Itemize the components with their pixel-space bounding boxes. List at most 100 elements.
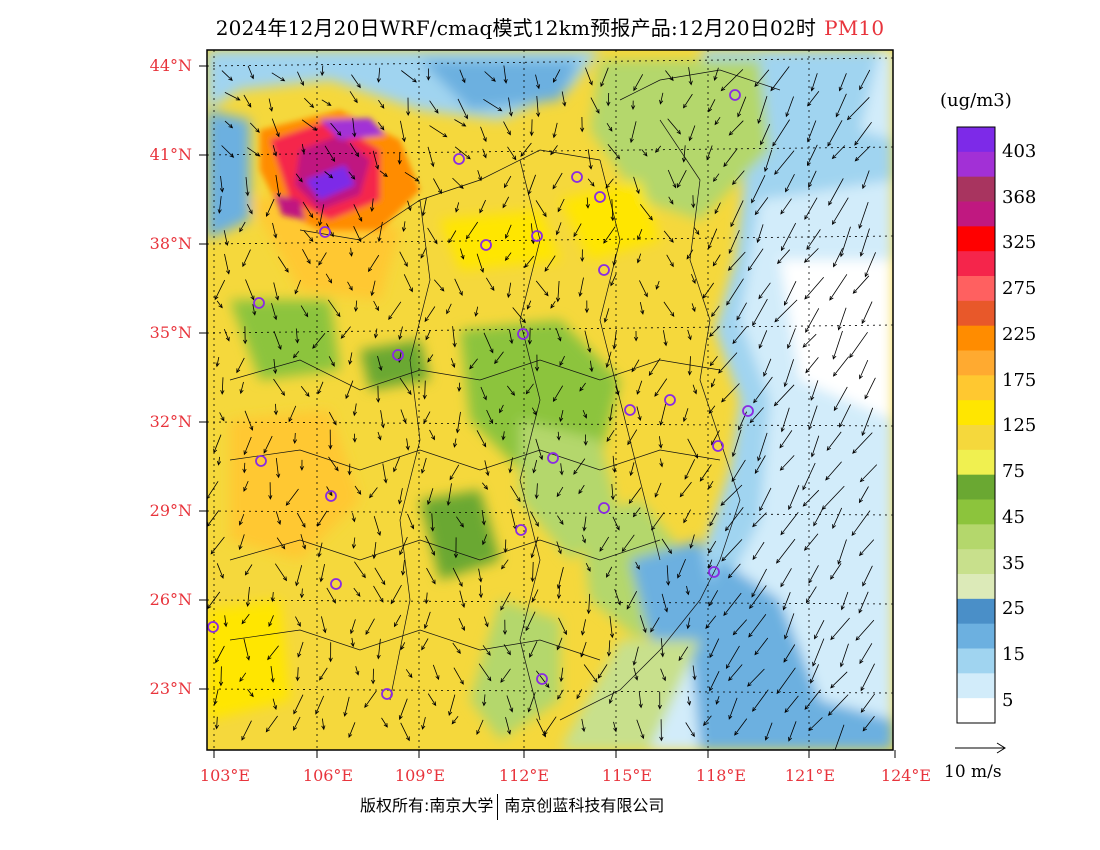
wind-arrow <box>476 253 484 273</box>
wind-arrow <box>785 96 794 118</box>
wind-arrow <box>527 174 536 196</box>
wind-arrow <box>633 74 644 92</box>
wind-arrow <box>780 198 792 215</box>
wind-arrow <box>753 376 773 404</box>
wind-arrow <box>558 617 567 636</box>
wind-arrow <box>525 611 536 632</box>
wind-arrow <box>247 65 254 80</box>
wind-arrow <box>559 355 565 367</box>
legend-swatch <box>957 300 995 327</box>
lon-label: 115°E <box>601 766 653 785</box>
wind-arrow <box>774 299 798 323</box>
wind-arrow <box>398 698 408 721</box>
wind-arrow <box>807 144 818 167</box>
wind-arrow <box>641 149 648 157</box>
wind-arrow <box>377 431 382 441</box>
city-marker <box>594 191 606 203</box>
wind-arrow <box>597 664 608 679</box>
wind-arrow <box>302 249 311 265</box>
wind-arrow <box>692 384 697 395</box>
wind-arrow <box>273 331 282 351</box>
wind-arrow <box>263 435 273 454</box>
wind-arrow <box>484 460 490 477</box>
wind-arrow <box>780 512 799 536</box>
wind-arrow <box>660 668 666 682</box>
wind-arrow <box>708 559 713 569</box>
wind-arrow <box>355 666 360 676</box>
wind-arrow <box>849 331 868 359</box>
wind-arrow <box>833 386 848 412</box>
wind-arrow <box>429 429 435 441</box>
wind-arrow <box>353 300 359 313</box>
wind-arrow <box>219 412 225 422</box>
wind-arrow <box>268 482 273 500</box>
wind-arrow <box>377 122 385 131</box>
wind-arrow <box>721 383 740 403</box>
latitude-line <box>207 421 893 427</box>
wind-arrow <box>388 301 402 321</box>
wind-arrow <box>304 97 315 109</box>
wind-arrow <box>273 378 286 396</box>
wind-arrow <box>651 512 665 531</box>
wind-arrow <box>706 145 713 161</box>
wind-arrow <box>500 668 511 683</box>
wind-arrow <box>371 668 376 685</box>
wind-arrow <box>784 613 795 640</box>
wind-arrow <box>580 249 585 263</box>
wind-arrow <box>837 539 847 565</box>
wind-arrow <box>245 177 250 197</box>
lat-label: 44°N <box>149 56 192 75</box>
wind-arrow <box>556 541 562 555</box>
wind-arrow <box>245 279 255 301</box>
wind-arrow <box>420 247 427 259</box>
wind-arrow <box>398 326 403 340</box>
wind-arrow <box>481 509 486 526</box>
wind-arrow <box>587 178 595 187</box>
wind-arrow <box>552 69 561 83</box>
wind-arrow <box>633 176 640 195</box>
wind-arrow <box>764 149 773 173</box>
wind-arrow <box>350 619 356 635</box>
wind-arrow <box>808 405 818 431</box>
wind-arrow <box>582 516 587 532</box>
wind-arrow <box>559 667 564 683</box>
wind-arrow <box>779 455 795 471</box>
wind-arrow <box>770 66 790 92</box>
wind-arrow <box>780 222 797 252</box>
wind-arrow <box>679 481 692 498</box>
legend-value-label: 35 <box>1002 553 1025 574</box>
wind-arrow <box>243 638 251 661</box>
wind-arrow <box>273 282 280 301</box>
concentration-field <box>207 50 893 750</box>
wind-arrow <box>272 145 278 157</box>
wind-arrow <box>460 248 465 260</box>
wind-arrow <box>657 691 662 710</box>
wind-arrow <box>712 254 721 267</box>
wind-arrow <box>659 403 667 426</box>
wind-arrow <box>747 668 765 687</box>
wind-arrow <box>382 463 388 484</box>
wind-arrow <box>425 535 435 556</box>
wind-arrow <box>805 357 819 374</box>
wind-arrow <box>859 464 878 483</box>
wind-scale-arrow <box>955 742 1006 754</box>
wind-arrow <box>292 432 298 445</box>
wind-arrow <box>352 118 357 138</box>
wind-arrow <box>354 485 362 495</box>
wind-arrow <box>699 464 712 482</box>
wind-arrow <box>303 230 314 242</box>
wind-arrow <box>236 357 245 374</box>
wind-arrow <box>377 355 383 371</box>
wind-arrow <box>451 716 459 725</box>
wind-arrow <box>527 327 532 345</box>
wind-arrow <box>482 534 488 546</box>
wind-arrow <box>321 616 327 634</box>
wind-arrow <box>780 568 792 588</box>
wind-arrow <box>752 512 767 528</box>
wind-arrow <box>713 67 719 81</box>
wind-arrow <box>723 592 742 617</box>
wind-arrow <box>581 718 586 733</box>
wind-arrow <box>691 303 696 313</box>
lon-label: 112°E <box>498 766 550 785</box>
wind-arrow <box>832 330 843 360</box>
